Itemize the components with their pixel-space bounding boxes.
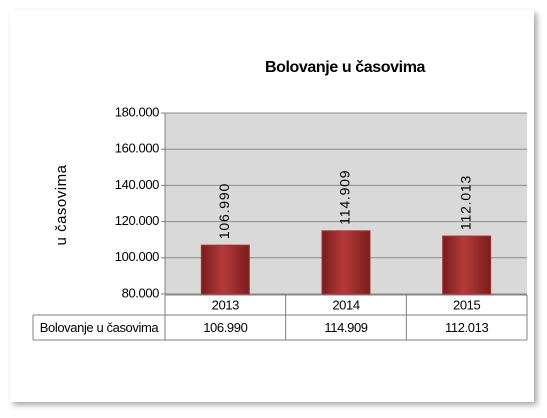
table-value: 114.909 [324,320,367,335]
table-value: 106.990 [203,320,247,335]
table-value: 112.013 [445,320,488,335]
bar [200,244,250,295]
y-tick-label: 120.000 [115,213,159,228]
y-tick-label: 160.000 [115,141,159,156]
x-tick-label: 2015 [453,297,480,312]
chart-title: Bolovanje u časovima [265,59,426,76]
y-tick-label: 80.000 [122,285,160,300]
y-tick-label: 100.000 [115,249,159,264]
y-tick-label: 180.000 [115,104,159,119]
data-label: 106.990 [216,183,232,239]
legend-entry: Bolovanje u časovima [40,320,160,335]
x-tick-label: 2014 [332,297,359,312]
data-label: 112.013 [457,175,473,230]
data-label: 114.909 [337,170,353,225]
y-axis-label: u časovima [53,164,70,245]
bar [442,235,492,295]
bar [321,230,371,295]
y-tick-label: 140.000 [115,177,159,192]
x-tick-label: 2013 [212,297,239,312]
